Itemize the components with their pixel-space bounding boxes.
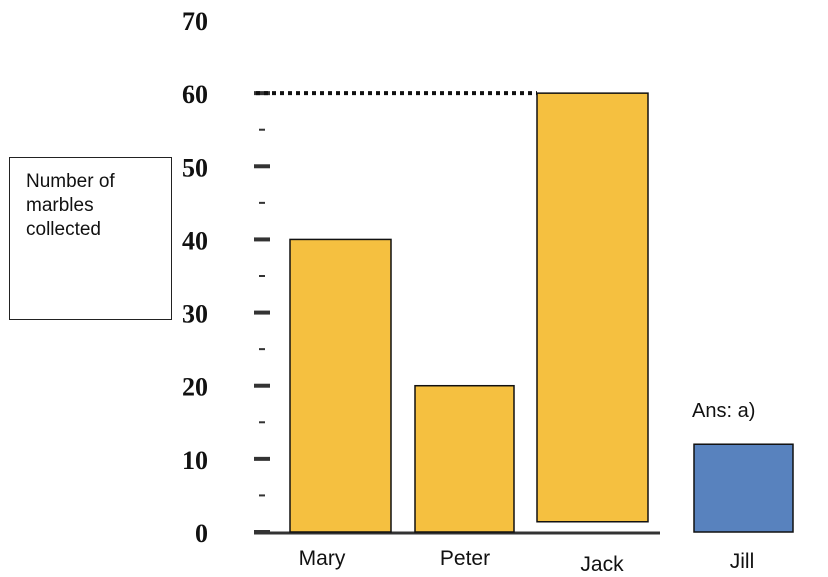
- bar-mary: [289, 238, 392, 533]
- bars: [289, 92, 794, 533]
- y-tick-label-0: 0: [195, 519, 208, 548]
- category-label-peter: Peter: [440, 547, 490, 570]
- y-tick-label-30: 30: [182, 300, 208, 329]
- bar-jack: [536, 92, 649, 523]
- category-label-jack: Jack: [580, 553, 624, 576]
- y-tick-label-50: 50: [182, 153, 208, 182]
- y-tick-labels: 0 10 20 30 40 50 60 70: [182, 7, 208, 548]
- answer-annotation: Ans: a): [692, 400, 755, 422]
- y-tick-label-60: 60: [182, 80, 208, 109]
- bar-jill: [693, 443, 794, 533]
- category-label-mary: Mary: [299, 547, 346, 570]
- y-tick-label-10: 10: [182, 446, 208, 475]
- y-axis-label: Number of marbles collected: [9, 157, 172, 320]
- bar-peter: [414, 384, 515, 533]
- category-labels: Mary Peter Jack Jill: [299, 547, 755, 576]
- y-tick-label-40: 40: [182, 226, 208, 255]
- category-label-jill: Jill: [730, 550, 755, 573]
- y-tick-label-70: 70: [182, 7, 208, 36]
- y-tick-label-20: 20: [182, 373, 208, 402]
- y-axis-ticks: [254, 91, 270, 534]
